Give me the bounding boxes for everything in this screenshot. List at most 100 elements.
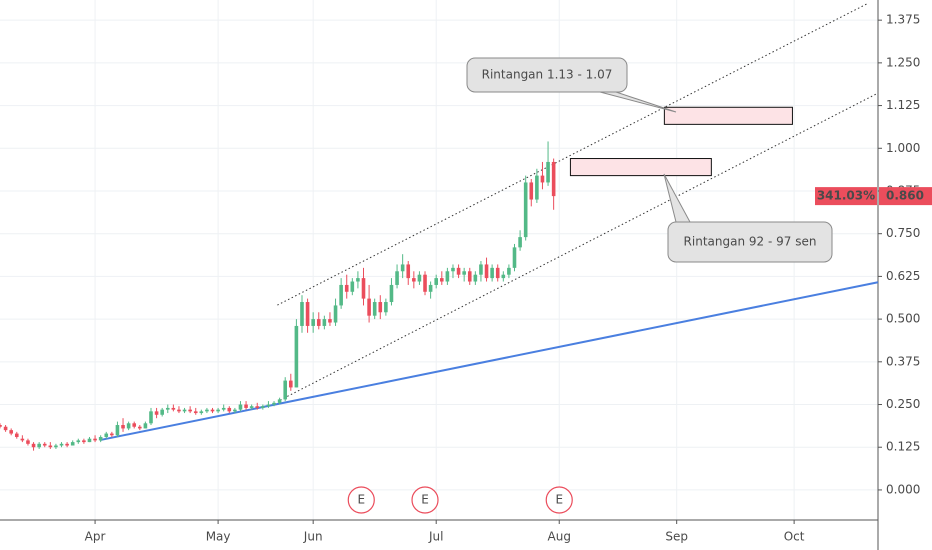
candle-body	[14, 433, 19, 437]
candle-body	[400, 264, 405, 272]
candle-body	[26, 440, 30, 444]
candle-body	[244, 404, 248, 408]
candle-body	[82, 440, 86, 443]
x-tick-label: Aug	[548, 530, 571, 544]
candle-body	[490, 267, 494, 279]
candle-body	[395, 271, 399, 285]
candle-body	[434, 278, 439, 285]
candle-body	[132, 423, 137, 427]
y-tick-label: 0.000	[886, 482, 920, 496]
candle-body	[423, 274, 427, 292]
callout-text: Rintangan 92 - 97 sen	[684, 235, 817, 249]
candle-body	[115, 425, 120, 436]
candle-body	[551, 161, 556, 197]
candle-body	[149, 411, 153, 424]
candle-body	[384, 302, 388, 313]
candle-body	[188, 409, 192, 412]
change-label: 341.03%	[817, 189, 875, 203]
candle-body	[484, 264, 489, 279]
candle-body	[462, 271, 466, 275]
candle-body	[76, 440, 81, 443]
candle-body	[154, 411, 159, 415]
event-label: E	[555, 493, 563, 507]
candle-body	[406, 264, 411, 279]
candle-body	[221, 407, 226, 410]
candle-body	[333, 305, 338, 323]
candle-body	[37, 443, 41, 448]
callout-pointer	[663, 173, 691, 223]
candle-body	[322, 319, 327, 326]
candle-body	[238, 404, 243, 410]
x-tick-label: Sep	[665, 530, 688, 544]
candle-body	[283, 380, 288, 400]
last-price-label: 0.860	[886, 189, 924, 203]
candle-body	[417, 274, 422, 282]
candle-body	[339, 284, 343, 306]
candle-body	[93, 438, 97, 441]
candle-body	[177, 409, 181, 412]
candle-body	[356, 278, 360, 282]
candle-body	[428, 284, 433, 292]
candle-body	[65, 443, 69, 446]
callout-box	[466, 57, 628, 93]
event-marker	[545, 486, 573, 514]
trendline	[277, 2, 869, 306]
candle-body	[512, 247, 517, 268]
y-tick-label: 0.375	[886, 354, 920, 368]
candle-body	[495, 267, 500, 279]
candle-body	[372, 302, 377, 316]
y-tick-label: 0.125	[886, 440, 920, 454]
candle-body	[20, 438, 25, 441]
y-tick-label: 0.750	[886, 226, 920, 240]
resistance-zone	[569, 158, 712, 177]
candle-body	[249, 406, 254, 408]
event-marker	[411, 486, 439, 514]
last-price-bg	[879, 187, 932, 206]
y-tick-label: 1.375	[886, 13, 920, 27]
candle-body	[367, 298, 371, 316]
candle-body	[378, 302, 383, 313]
candle-body	[479, 264, 483, 275]
candle-body	[445, 271, 450, 282]
resistance-zone	[663, 106, 793, 125]
candle-body	[216, 409, 220, 412]
candle-body	[518, 237, 522, 248]
candle-body	[255, 406, 260, 408]
candle-body	[31, 443, 36, 448]
candle-body	[160, 409, 164, 415]
candle-body	[210, 409, 215, 412]
y-tick-label: 0.500	[886, 312, 920, 326]
candle-body	[171, 407, 176, 410]
candle-body	[451, 267, 455, 272]
callout-text: Rintangan 1.13 - 1.07	[482, 68, 613, 82]
candle-body	[3, 426, 8, 431]
candle-body	[233, 409, 237, 412]
x-tick-label: Apr	[85, 530, 106, 544]
candle-body	[9, 430, 13, 434]
x-tick-label: Oct	[784, 530, 805, 544]
candle-body	[300, 302, 304, 326]
x-tick-label: Jun	[303, 530, 323, 544]
candle-body	[266, 404, 271, 407]
candle-body	[261, 406, 265, 408]
candle-body	[467, 271, 472, 282]
candle-body	[42, 443, 47, 446]
candle-body	[305, 302, 310, 326]
candle-body	[272, 402, 276, 405]
y-tick-label: 1.000	[886, 141, 920, 155]
candle-body	[54, 445, 58, 448]
y-tick-label: 0.625	[886, 269, 920, 283]
candle-body	[0, 425, 2, 427]
candle-body	[48, 445, 53, 448]
candle-body	[501, 274, 506, 279]
candle-body	[507, 267, 511, 275]
candle-body	[70, 442, 75, 446]
candle-body	[227, 407, 232, 412]
candle-body	[344, 284, 349, 292]
event-marker	[347, 486, 375, 514]
candle-body	[316, 319, 321, 326]
candle-body	[529, 182, 534, 200]
candle-body	[311, 319, 315, 326]
candle-body	[277, 399, 282, 403]
